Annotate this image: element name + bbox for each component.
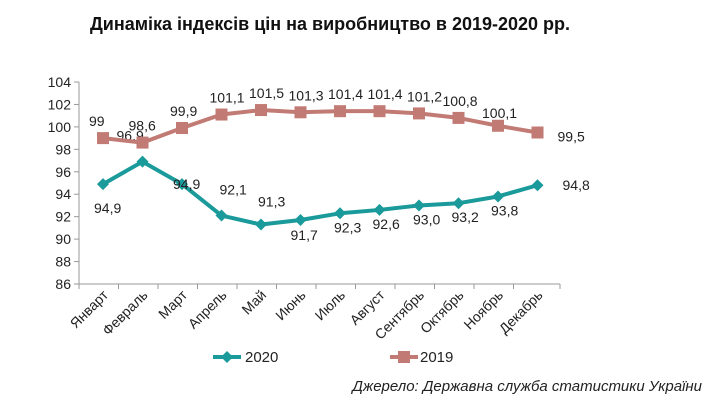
data-point-2020 (215, 209, 228, 222)
data-label-2020: 93,8 (491, 202, 518, 218)
data-label-2020: 94,8 (563, 177, 590, 193)
data-point-2020 (413, 199, 425, 212)
y-tick-label: 104 (48, 74, 72, 90)
y-tick-label: 88 (55, 254, 71, 270)
data-label-2020: 94,9 (173, 176, 200, 192)
y-tick-label: 92 (55, 209, 71, 225)
chart-title: Динаміка індексів цін на виробництво в 2… (89, 14, 571, 34)
x-tick-label: Декабрь (496, 287, 546, 337)
data-point-2019 (215, 108, 228, 121)
y-tick-label: 86 (55, 276, 71, 292)
data-label-2020: 92,3 (334, 219, 361, 235)
legend-marker-2019 (398, 351, 410, 363)
data-label-2019: 101,1 (210, 90, 245, 106)
legend-marker-2020 (221, 351, 233, 363)
data-label-2019: 101,4 (328, 86, 363, 102)
y-tick-label: 94 (55, 186, 71, 202)
data-label-2019: 101,3 (289, 87, 324, 103)
legend-label-2020: 2020 (245, 349, 278, 366)
data-point-2020 (294, 214, 307, 227)
data-point-2019 (413, 107, 425, 120)
x-tick-label: Май (238, 287, 269, 318)
data-point-2020 (176, 178, 188, 191)
data-label-2019: 99 (89, 113, 105, 129)
data-label-2019: 101,2 (407, 88, 442, 104)
x-tick-label: Март (155, 286, 190, 321)
data-point-2020 (255, 218, 267, 231)
data-point-2019 (452, 111, 465, 124)
data-label-2020: 91,7 (291, 227, 318, 243)
data-point-2019 (294, 106, 307, 119)
data-point-2019 (531, 126, 544, 139)
series-line-2019 (102, 108, 538, 145)
data-point-2019 (492, 119, 504, 132)
data-label-2019: 98,6 (129, 118, 156, 134)
data-label-2020: 93,2 (452, 209, 479, 225)
data-label-2019: 100,8 (443, 93, 478, 109)
y-tick-label: 102 (48, 96, 72, 112)
x-tick-label: Октябрь (417, 287, 467, 337)
data-label-2020: 91,3 (258, 194, 285, 210)
x-tick-label: Июль (312, 287, 349, 324)
data-label-2019: 100,1 (482, 105, 517, 121)
data-point-2019 (176, 122, 188, 135)
y-tick-label: 96 (55, 164, 71, 180)
x-tick-label: Апрель (185, 287, 230, 332)
data-point-2020 (373, 203, 386, 216)
data-label-2019: 99,9 (170, 103, 197, 119)
data-point-2020 (97, 178, 109, 191)
data-point-2019 (334, 105, 346, 118)
data-point-2019 (255, 104, 267, 117)
data-point-2020 (452, 197, 465, 210)
data-label-2019: 101,4 (368, 86, 403, 102)
data-point-2019 (136, 136, 149, 149)
data-label-2020: 92,6 (373, 216, 400, 232)
data-point-2019 (373, 105, 386, 118)
data-label-2019: 99,5 (558, 129, 585, 145)
source-note: Джерело: Державна служба статистики Укра… (352, 378, 702, 395)
x-tick-label: Июнь (272, 287, 308, 323)
data-point-2020 (492, 190, 504, 203)
y-tick-label: 100 (48, 119, 72, 135)
y-tick-label: 98 (55, 141, 71, 157)
data-point-2019 (97, 132, 109, 145)
data-label-2020: 93,0 (413, 211, 440, 227)
data-point-2020 (334, 207, 346, 220)
data-label-2020: 92,1 (220, 182, 247, 198)
data-point-2020 (531, 179, 544, 192)
y-tick-label: 90 (55, 231, 71, 247)
legend-label-2019: 2019 (420, 349, 453, 366)
data-label-2019: 101,5 (249, 85, 284, 101)
data-label-2020: 94,9 (94, 200, 121, 216)
series-line-2020 (102, 159, 539, 227)
data-point-2020 (136, 155, 149, 168)
